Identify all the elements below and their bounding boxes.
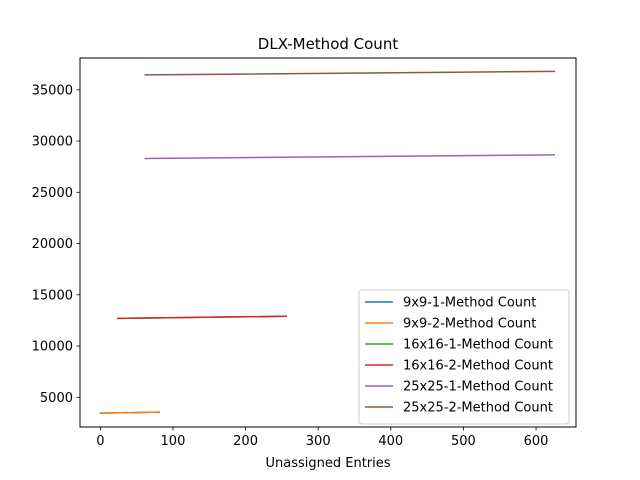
legend-label-3: 16x16-2-Method Count — [403, 359, 553, 374]
y-tick-label-4: 25000 — [32, 186, 73, 201]
legend-label-1: 9x9-2-Method Count — [403, 317, 536, 332]
legend-label-4: 25x25-1-Method Count — [403, 380, 553, 395]
legend: 9x9-1-Method Count 9x9-2-Method Count 16x1… — [358, 289, 570, 425]
legend-label-0: 9x9-1-Method Count — [403, 296, 536, 311]
y-tick-label-5: 30000 — [32, 135, 73, 150]
x-tick-label-4: 400 — [378, 434, 403, 449]
x-tick-label-5: 500 — [451, 434, 476, 449]
x-axis-label: Unassigned Entries — [265, 456, 390, 471]
legend-label-5: 25x25-2-Method Count — [403, 401, 553, 416]
series-line-1 — [99, 411, 160, 414]
y-tick-label-2: 15000 — [32, 288, 73, 303]
y-tick-label-0: 5000 — [40, 391, 73, 406]
x-tick-label-2: 200 — [233, 434, 258, 449]
x-axis: 0 100 200 300 400 500 600 — [96, 427, 548, 449]
series-layer — [99, 70, 555, 414]
legend-box — [358, 289, 570, 425]
x-tick-label-1: 100 — [161, 434, 186, 449]
y-axis: 5000 10000 15000 20000 25000 30000 35000 — [32, 83, 80, 406]
chart-title: DLX-Method Count — [258, 35, 399, 53]
series-line-4 — [144, 154, 555, 160]
y-tick-label-3: 20000 — [32, 237, 73, 252]
x-tick-label-6: 600 — [524, 434, 549, 449]
x-tick-label-3: 300 — [306, 434, 331, 449]
x-tick-label-0: 0 — [96, 434, 104, 449]
legend-label-2: 16x16-1-Method Count — [403, 338, 553, 353]
series-line-3 — [117, 315, 287, 320]
series-line-5 — [144, 70, 555, 76]
y-tick-label-6: 35000 — [32, 83, 73, 98]
plot-frame — [79, 57, 577, 428]
y-tick-label-1: 10000 — [32, 340, 73, 355]
